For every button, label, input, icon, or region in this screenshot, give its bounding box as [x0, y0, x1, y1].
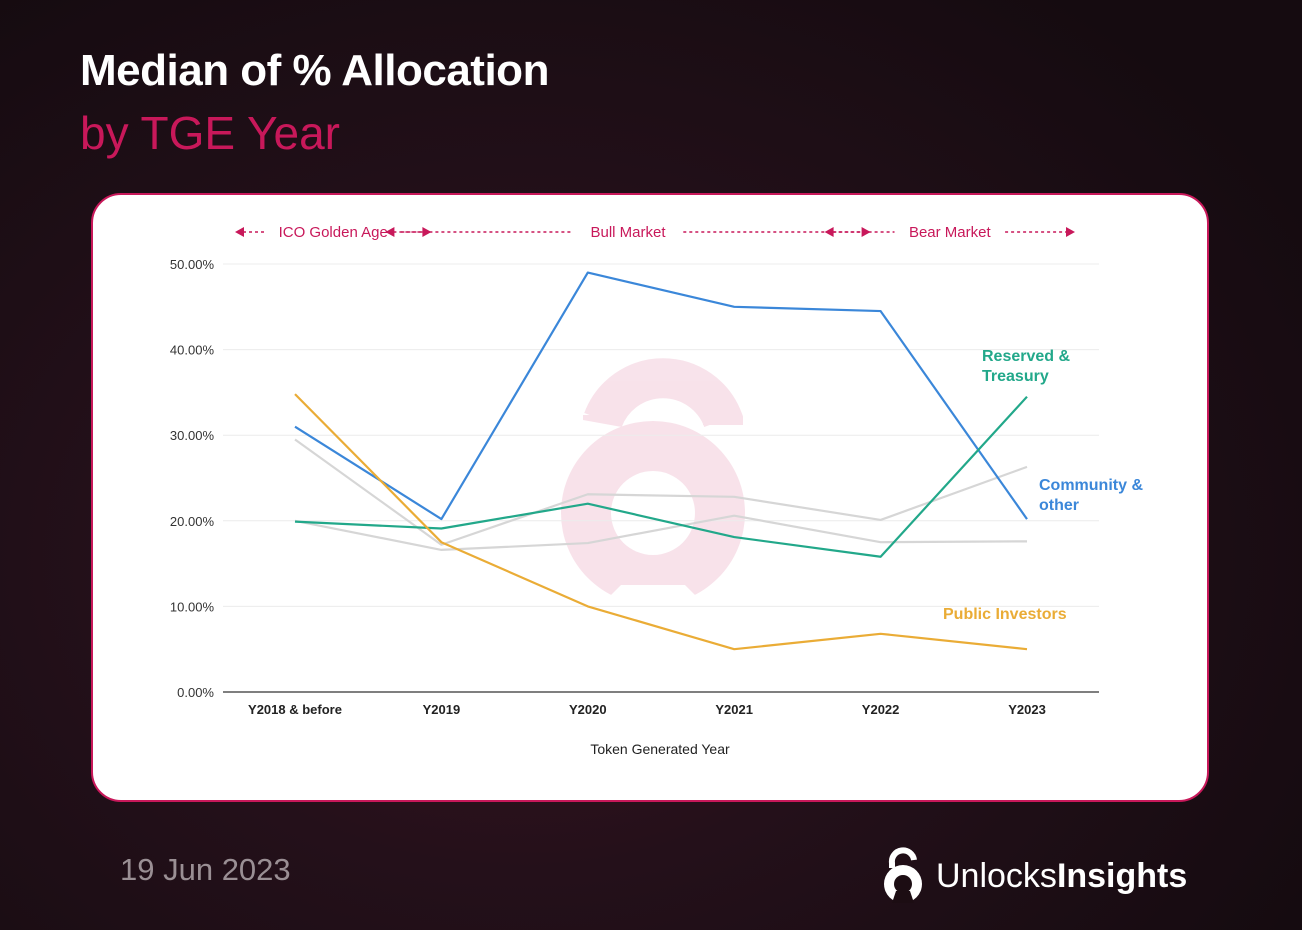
y-tick-label: 10.00% [170, 599, 215, 614]
chart-title: Median of % Allocation [80, 46, 549, 95]
period-arrow-right-icon [422, 227, 432, 237]
series-label-line: Public Investors [943, 606, 1067, 623]
y-tick-label: 30.00% [170, 428, 215, 443]
report-date: 19 Jun 2023 [120, 852, 291, 887]
line-chart: 0.00% 10.00% 20.00% 30.00% 40.00% 50.00% Y2018… [170, 224, 1144, 757]
series-line [294, 393, 1028, 651]
series-public-investors [294, 393, 1028, 651]
period-arrow-right-icon [1066, 227, 1075, 237]
watermark-lock-icon [561, 358, 745, 605]
x-tick-label: Y2022 [862, 702, 900, 717]
period-label: Bear Market [909, 224, 992, 241]
period-arrow-left-icon [824, 227, 834, 237]
chart-card: 0.00% 10.00% 20.00% 30.00% 40.00% 50.00% Y2018… [91, 193, 1209, 802]
x-tick-label: Y2020 [569, 702, 607, 717]
period-annotation: ICO Golden Age [235, 224, 432, 241]
series-line [294, 271, 1028, 521]
series-other-allocation-b [294, 514, 1028, 552]
period-annotation: Bear Market [824, 224, 1075, 241]
y-tick-label: 50.00% [170, 257, 215, 272]
y-tick-label: 20.00% [170, 514, 215, 529]
period-arrow-left-icon [385, 227, 395, 237]
period-arrow-right-icon [861, 227, 871, 237]
x-tick-label: Y2018 & before [248, 702, 342, 717]
lock-logo-icon [884, 847, 922, 903]
series-label: Community & other [1039, 477, 1143, 514]
series-community-other [294, 271, 1028, 521]
series-label-line: other [1039, 497, 1079, 514]
y-tick-label: 40.00% [170, 343, 215, 358]
brand-name: UnlocksInsights [936, 857, 1187, 896]
series-label: Reserved & Treasury [982, 348, 1070, 385]
y-tick-label: 0.00% [177, 685, 214, 700]
series-label: Public Investors [943, 606, 1067, 623]
brand-name-bold: Insights [1056, 856, 1188, 895]
series-label-line: Treasury [982, 368, 1049, 385]
chart-subtitle: by TGE Year [80, 107, 340, 159]
series-line [294, 514, 1028, 552]
x-tick-label: Y2019 [423, 702, 461, 717]
series-label-line: Community & [1039, 477, 1143, 494]
series-reserved-treasury [294, 395, 1028, 558]
period-label: ICO Golden Age [279, 224, 388, 241]
x-tick-label: Y2023 [1008, 702, 1046, 717]
x-axis-title: Token Generated Year [590, 741, 730, 757]
period-annotation: Bull Market [385, 224, 871, 241]
period-label: Bull Market [590, 224, 666, 241]
period-arrow-left-icon [235, 227, 244, 237]
brand-name-light: Unlocks [936, 856, 1057, 895]
brand-logo: UnlocksInsights [882, 846, 1187, 906]
series-label-line: Reserved & [982, 348, 1070, 365]
series-line [294, 395, 1028, 558]
x-tick-label: Y2021 [715, 702, 753, 717]
